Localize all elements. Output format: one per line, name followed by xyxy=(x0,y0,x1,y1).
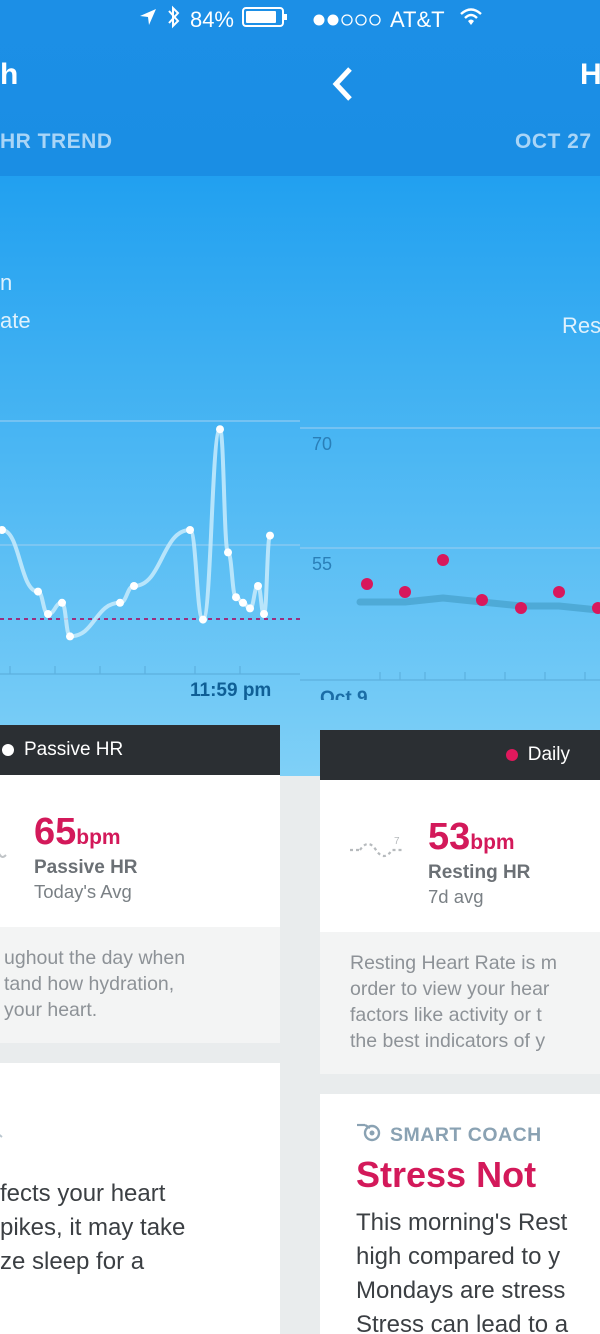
coach-body-line: Stress can lead to a xyxy=(356,1311,569,1334)
signal-dots-icon xyxy=(312,7,382,33)
passive-hr-panel: h HR TREND n ate 11:59 pm Passive HR 65b… xyxy=(0,58,300,1334)
coach-body-line: This morning's Rest xyxy=(356,1209,568,1236)
coach-title: Stress Not xyxy=(356,1154,537,1195)
passive-hr-point xyxy=(66,632,74,641)
description-line: your heart. xyxy=(4,999,98,1021)
coach-body-line: fects your heart xyxy=(0,1180,166,1207)
description-line: ughout the day when xyxy=(4,947,186,969)
status-bar-left: 84% xyxy=(0,0,300,40)
carrier-name: AT&T xyxy=(390,7,445,32)
hero-label: Res xyxy=(562,313,600,338)
wifi-icon xyxy=(459,7,483,33)
x-tick-label: Oct 9 xyxy=(320,688,368,700)
passive-hr-point xyxy=(266,531,274,540)
description-card: Resting Heart Rate is m order to view yo… xyxy=(320,932,600,1074)
battery-icon xyxy=(242,6,288,34)
wave-icon xyxy=(0,835,12,870)
metric-card[interactable]: 65bpm Passive HR Today's Avg xyxy=(0,775,280,927)
y-tick-label: 55 xyxy=(312,554,332,574)
page-subtitle: OCT 27 xyxy=(515,130,592,153)
page-title: h xyxy=(0,58,19,91)
coach-body-line: pikes, it may take xyxy=(0,1214,186,1241)
daily-resting-hr-point xyxy=(437,554,449,566)
metric-label: Passive HR xyxy=(34,857,138,878)
metric-unit: bpm xyxy=(470,831,515,854)
chart-time-label: 11:59 pm xyxy=(190,680,272,701)
description-line: the best indicators of y xyxy=(350,1030,546,1052)
legend-dot-icon xyxy=(505,749,518,761)
daily-resting-hr-point xyxy=(592,602,600,614)
passive-hr-point xyxy=(0,526,6,534)
status-bar-right: AT&T xyxy=(312,0,600,40)
battery-percent: 84% xyxy=(189,7,234,32)
passive-hr-line xyxy=(1,427,272,639)
metric-label: Resting HR xyxy=(428,862,531,883)
passive-hr-point xyxy=(254,582,262,590)
legend-label: Daily xyxy=(527,744,570,765)
header-bar xyxy=(0,0,600,176)
seven-day-wave-icon: 7 xyxy=(348,832,404,877)
legend-label: Passive HR xyxy=(24,739,124,760)
passive-hr-point xyxy=(216,425,224,434)
bluetooth-icon xyxy=(166,5,182,35)
coach-body-line: high compared to y xyxy=(356,1243,561,1270)
coach-body-line: Mondays are stress xyxy=(356,1277,566,1304)
passive-hr-point xyxy=(239,598,247,607)
metric-value: 53 xyxy=(428,816,471,858)
smart-coach-label: SMART COACH xyxy=(390,1124,542,1146)
hero-background xyxy=(0,176,600,776)
description-card: ughout the day when tand how hydration, … xyxy=(0,927,280,1043)
hero-label-line1: n xyxy=(0,270,13,295)
description-line: order to view your hear xyxy=(350,978,550,1000)
resting-hr-chart: 70 55 Oct 9 xyxy=(300,427,600,700)
passive-hr-point xyxy=(44,610,52,618)
description-line: tand how hydration, xyxy=(4,973,175,995)
daily-resting-hr-point xyxy=(515,602,527,614)
metric-sub: 7d avg xyxy=(428,886,484,907)
passive-hr-point xyxy=(34,587,42,596)
daily-resting-hr-point xyxy=(476,594,488,606)
passive-hr-point xyxy=(116,598,124,607)
coach-body-line: ze sleep for a xyxy=(0,1248,145,1275)
passive-hr-point xyxy=(58,598,66,607)
svg-text:7: 7 xyxy=(394,836,400,847)
passive-hr-point xyxy=(246,604,254,613)
resting-hr-panel: H OCT 27 Res 70 55 Oct 9 Daily 7 53bpm Res… xyxy=(300,0,600,1334)
passive-hr-chart xyxy=(0,420,300,675)
passive-hr-point xyxy=(232,593,240,602)
page-subtitle: HR TREND xyxy=(0,130,113,153)
location-arrow-icon xyxy=(138,7,158,33)
metric-value: 65 xyxy=(34,811,77,853)
smart-coach-whistle-icon xyxy=(356,1122,384,1149)
daily-resting-hr-point xyxy=(361,578,373,590)
legend-bar: Daily xyxy=(320,730,600,780)
metric-sub: Today's Avg xyxy=(34,881,132,902)
legend-dot-icon xyxy=(2,744,14,756)
coach-icon xyxy=(0,1125,8,1146)
metric-unit: bpm xyxy=(76,826,121,849)
hero-label-line2: ate xyxy=(0,308,31,333)
metric-card[interactable]: 7 53bpm Resting HR 7d avg xyxy=(320,780,600,932)
description-line: Resting Heart Rate is m xyxy=(350,952,557,974)
daily-resting-hr-point xyxy=(553,586,565,598)
description-line: factors like activity or t xyxy=(350,1004,542,1026)
page-title: H xyxy=(580,58,600,91)
daily-resting-hr-point xyxy=(399,586,411,598)
back-chevron-icon[interactable] xyxy=(330,66,356,107)
coach-card[interactable]: fects your heart pikes, it may take ze s… xyxy=(0,1063,280,1334)
y-tick-label: 70 xyxy=(312,434,332,454)
legend-bar: Passive HR xyxy=(0,725,280,775)
passive-hr-point xyxy=(186,526,194,534)
smart-coach-card[interactable]: SMART COACH Stress Not This morning's Re… xyxy=(320,1094,600,1334)
passive-hr-point xyxy=(199,615,207,624)
passive-hr-point xyxy=(224,548,232,557)
passive-hr-point xyxy=(130,582,138,590)
passive-hr-point xyxy=(260,610,268,618)
